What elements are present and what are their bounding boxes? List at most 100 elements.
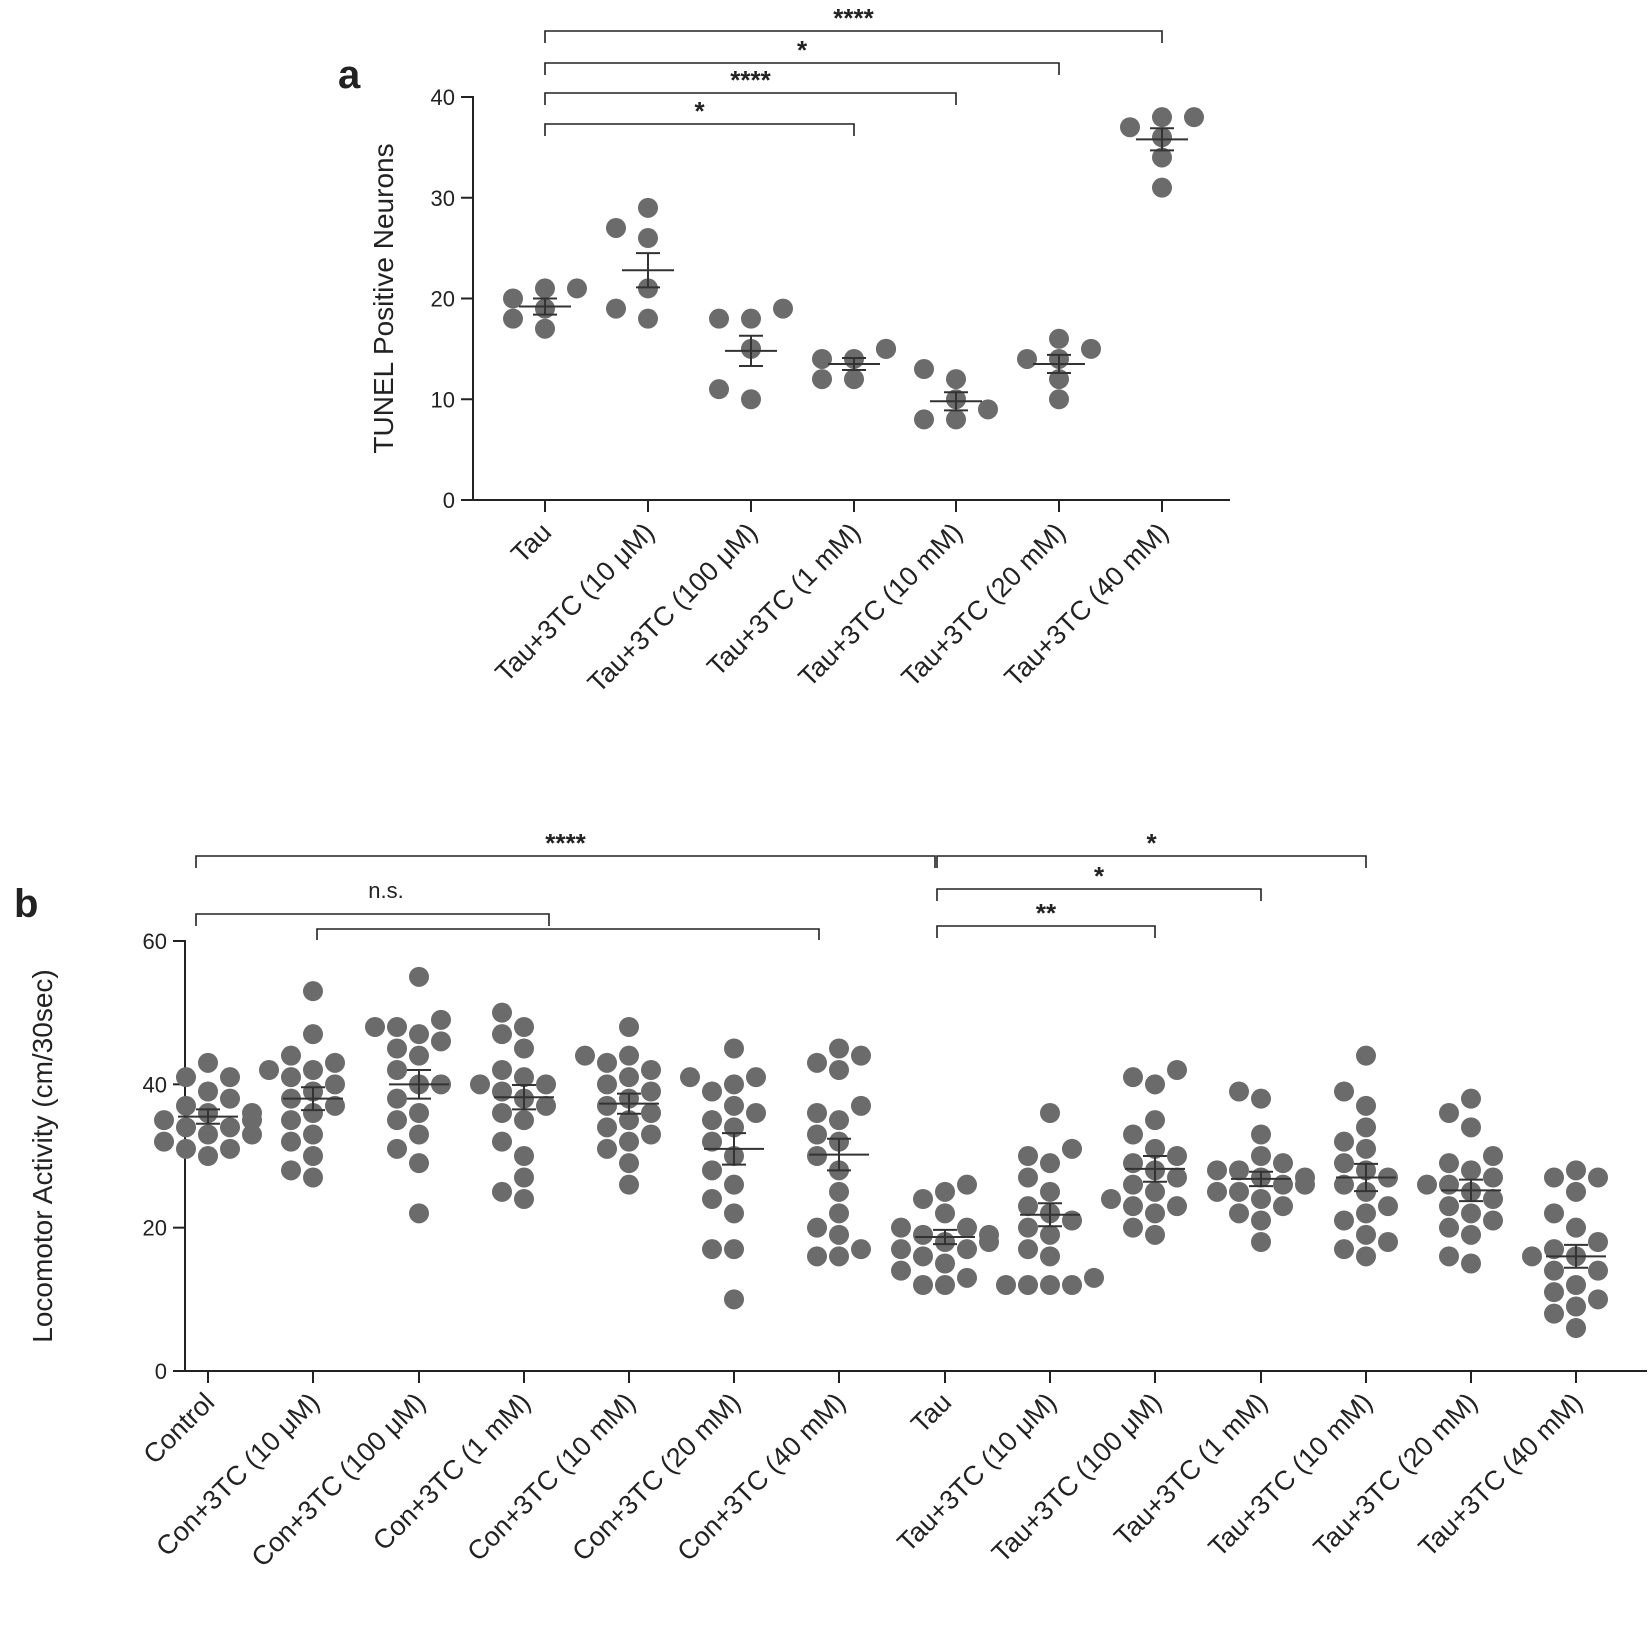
data-point [1101, 1189, 1121, 1209]
data-point [1145, 1225, 1165, 1245]
data-point [807, 1053, 827, 1073]
data-point [409, 1125, 429, 1145]
data-point [702, 1082, 722, 1102]
data-point [1334, 1132, 1354, 1152]
data-point [957, 1218, 977, 1238]
data-point [844, 369, 864, 389]
data-point [281, 1160, 301, 1180]
y-tick-label: 30 [431, 186, 455, 211]
data-point [1167, 1196, 1187, 1216]
data-point [1461, 1225, 1481, 1245]
data-point [1356, 1096, 1376, 1116]
data-point [1588, 1261, 1608, 1281]
data-point [1229, 1160, 1249, 1180]
data-point [709, 309, 729, 329]
data-point [1334, 1239, 1354, 1259]
data-point [1018, 1275, 1038, 1295]
data-point [1544, 1282, 1564, 1302]
data-point [281, 1132, 301, 1152]
data-point [597, 1074, 617, 1094]
y-tick-label: 20 [143, 1216, 167, 1241]
data-point [891, 1239, 911, 1259]
data-point [242, 1103, 262, 1123]
data-point [619, 1017, 639, 1037]
data-point [220, 1089, 240, 1109]
data-point [1483, 1211, 1503, 1231]
data-point [1167, 1146, 1187, 1166]
data-point [1356, 1046, 1376, 1066]
data-point [1588, 1232, 1608, 1252]
x-tick-label: Tau [505, 517, 557, 569]
data-point [1439, 1218, 1459, 1238]
data-point [198, 1053, 218, 1073]
data-point [702, 1110, 722, 1130]
data-point [1040, 1275, 1060, 1295]
data-point [1184, 107, 1204, 127]
data-point [492, 1024, 512, 1044]
data-point [1461, 1117, 1481, 1137]
data-point [220, 1117, 240, 1137]
data-point [1049, 329, 1069, 349]
data-point [1123, 1125, 1143, 1145]
data-point [535, 278, 555, 298]
data-point [978, 399, 998, 419]
data-point [535, 319, 555, 339]
data-point [387, 1039, 407, 1059]
data-point [851, 1046, 871, 1066]
data-point [638, 309, 658, 329]
data-point [606, 299, 626, 319]
data-point [1229, 1082, 1249, 1102]
data-point [746, 1103, 766, 1123]
data-point [597, 1117, 617, 1137]
data-point [597, 1096, 617, 1116]
y-tick-label: 10 [431, 387, 455, 412]
data-point [741, 389, 761, 409]
data-point [514, 1039, 534, 1059]
data-point [1123, 1175, 1143, 1195]
data-point [641, 1103, 661, 1123]
data-point [1566, 1218, 1586, 1238]
data-point [891, 1261, 911, 1281]
data-point [619, 1132, 639, 1152]
data-point [1566, 1182, 1586, 1202]
x-tick-label: Con+3TC (100 μM) [246, 1387, 432, 1573]
data-point [1356, 1139, 1376, 1159]
data-point [1123, 1218, 1143, 1238]
y-tick-label: 60 [143, 929, 167, 954]
data-point [773, 299, 793, 319]
data-point [1018, 1218, 1038, 1238]
data-point [935, 1182, 955, 1202]
data-point [1084, 1268, 1104, 1288]
significance-bracket [196, 914, 549, 926]
y-tick-label: 0 [155, 1359, 167, 1384]
data-point [807, 1146, 827, 1166]
data-point [567, 278, 587, 298]
data-point [1356, 1203, 1376, 1223]
data-point [1152, 178, 1172, 198]
data-point [387, 1110, 407, 1130]
data-point [829, 1110, 849, 1130]
data-point [724, 1289, 744, 1309]
data-point [935, 1203, 955, 1223]
data-point [536, 1074, 556, 1094]
data-point [492, 1182, 512, 1202]
data-point [702, 1239, 722, 1259]
data-point [1229, 1203, 1249, 1223]
data-point [325, 1074, 345, 1094]
data-point [829, 1060, 849, 1080]
significance-label: * [797, 35, 808, 65]
data-point [1461, 1160, 1481, 1180]
data-point [619, 1067, 639, 1087]
data-point [946, 369, 966, 389]
data-point [1018, 1196, 1038, 1216]
significance-bracket [317, 929, 819, 940]
data-point [1439, 1196, 1459, 1216]
data-point [503, 309, 523, 329]
data-point [154, 1110, 174, 1130]
data-point [1483, 1189, 1503, 1209]
data-point [641, 1082, 661, 1102]
data-point [829, 1182, 849, 1202]
data-point [1081, 339, 1101, 359]
data-point [1273, 1196, 1293, 1216]
data-point [957, 1268, 977, 1288]
